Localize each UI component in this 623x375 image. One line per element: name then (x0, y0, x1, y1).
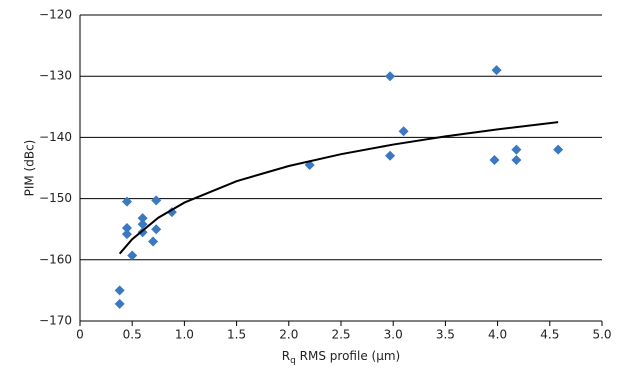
y-tick-label: −150 (39, 191, 72, 205)
point (121, 229, 132, 240)
x-tick-label: 0 (76, 328, 84, 342)
x-axis-text: RMS profile (μm) (296, 349, 400, 363)
x-tick-label: 3.5 (436, 328, 455, 342)
x-tick-label: 5.0 (592, 328, 611, 342)
point (121, 222, 132, 233)
point (398, 126, 409, 137)
point (137, 219, 148, 230)
point (114, 285, 125, 296)
y-axis-label: PIM (dBc) (23, 140, 37, 197)
point (553, 144, 564, 155)
x-tick-label: 4.5 (540, 328, 559, 342)
point (511, 155, 522, 166)
point (491, 65, 502, 76)
x-tick-label: 2.0 (279, 328, 298, 342)
point (121, 196, 132, 207)
point (114, 298, 125, 309)
point (385, 71, 396, 82)
x-axis-subscript: q (290, 356, 296, 366)
x-tick-label: 2.5 (331, 328, 350, 342)
x-tick-label: 0.5 (123, 328, 142, 342)
point (489, 155, 500, 166)
point (511, 144, 522, 155)
x-tick-label: 3.0 (384, 328, 403, 342)
x-axis-label: Rq RMS profile (μm) (282, 349, 400, 366)
y-tick-label: −120 (39, 8, 72, 22)
x-tick-label: 1.0 (175, 328, 194, 342)
y-tick-label: −160 (39, 252, 72, 266)
y-tick-label: −130 (39, 69, 72, 83)
x-axis-symbol: R (282, 349, 290, 363)
point (137, 213, 148, 224)
point (385, 150, 396, 161)
x-tick-label: 1.5 (227, 328, 246, 342)
point (127, 250, 138, 261)
trend-line (118, 121, 559, 255)
point (151, 195, 162, 206)
point (148, 236, 159, 247)
y-tick-label: −170 (39, 314, 72, 328)
x-tick-label: 4.0 (488, 328, 507, 342)
point (151, 224, 162, 235)
y-tick-label: −140 (39, 130, 72, 144)
